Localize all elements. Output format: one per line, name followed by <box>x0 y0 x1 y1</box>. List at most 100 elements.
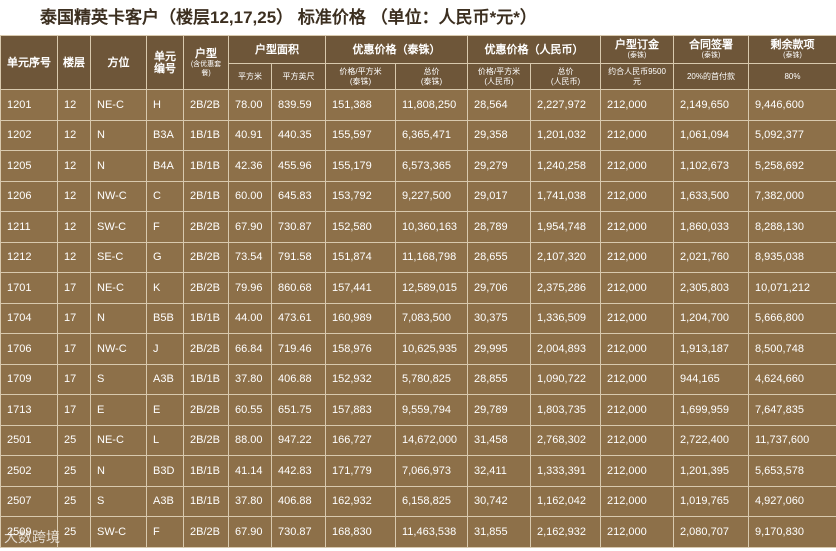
table-cell: 6,365,471 <box>395 119 468 151</box>
table-cell: 2502 <box>0 455 58 487</box>
table-cell: 2,021,760 <box>673 241 749 273</box>
table-cell: 158,976 <box>325 333 396 365</box>
table-cell: 2,305,803 <box>673 272 749 304</box>
table-cell: 17 <box>57 272 91 304</box>
table-cell: 7,382,000 <box>748 180 836 212</box>
table-cell: 944,165 <box>673 363 749 395</box>
sub-header: 80% <box>748 63 836 90</box>
table-cell: S <box>90 485 147 517</box>
table-row: 1202 12 N B3A 1B/1B 40.91 440.35 155,597 6,365,4… <box>0 119 836 151</box>
table-cell: J <box>146 333 184 365</box>
table-cell: 645.83 <box>271 180 326 212</box>
table-cell: 730.87 <box>271 211 326 243</box>
table-cell: 30,375 <box>467 302 531 334</box>
table-cell: B4A <box>146 150 184 182</box>
table-cell: NE-C <box>90 424 147 456</box>
table-cell: 9,170,830 <box>748 516 836 548</box>
header-label: 剩余款项 <box>770 39 815 51</box>
table-cell: 455.96 <box>271 150 326 182</box>
sub-header: 约合人民币9500元 <box>600 63 674 90</box>
table-cell: 1701 <box>0 272 58 304</box>
table-cell: 2B/2B <box>183 89 229 121</box>
table-cell: 1706 <box>0 333 58 365</box>
table-cell: 212,000 <box>600 89 674 121</box>
table-cell: 29,279 <box>467 150 531 182</box>
table-cell: 2B/2B <box>183 424 229 456</box>
table-cell: 11,737,600 <box>748 424 836 456</box>
table-cell: 28,564 <box>467 89 531 121</box>
table-cell: 6,158,825 <box>395 485 468 517</box>
table-cell: 10,625,935 <box>395 333 468 365</box>
table-cell: 2509 <box>0 516 58 548</box>
table-cell: 1,913,187 <box>673 333 749 365</box>
table-cell: SW-C <box>90 211 147 243</box>
table-cell: 12 <box>57 241 91 273</box>
column-header: 优惠价格（泰铢） <box>325 35 468 64</box>
table-row: 1706 17 NW-C J 2B/2B 66.84 719.46 158,976 10,625… <box>0 333 836 365</box>
table-cell: 12,589,015 <box>395 272 468 304</box>
table-cell: 1212 <box>0 241 58 273</box>
table-cell: 88.00 <box>228 424 272 456</box>
table-cell: 947.22 <box>271 424 326 456</box>
table-row: 1212 12 SE-C G 2B/2B 73.54 791.58 151,874 11,168… <box>0 241 836 273</box>
table-cell: 166,727 <box>325 424 396 456</box>
table-cell: 5,780,825 <box>395 363 468 395</box>
table-cell: 14,672,000 <box>395 424 468 456</box>
table-cell: 155,597 <box>325 119 396 151</box>
table-cell: 1,019,765 <box>673 485 749 517</box>
table-cell: 29,017 <box>467 180 531 212</box>
table-cell: 67.90 <box>228 516 272 548</box>
table-cell: 40.91 <box>228 119 272 151</box>
table-cell: 1206 <box>0 180 58 212</box>
table-cell: 162,932 <box>325 485 396 517</box>
table-cell: 730.87 <box>271 516 326 548</box>
table-cell: 66.84 <box>228 333 272 365</box>
table-cell: 1,204,700 <box>673 302 749 334</box>
table-cell: 5,666,800 <box>748 302 836 334</box>
table-cell: 8,935,038 <box>748 241 836 273</box>
table-cell: 17 <box>57 363 91 395</box>
table-cell: 1,333,391 <box>530 455 601 487</box>
header-note: (泰铢) <box>783 52 802 59</box>
table-cell: 5,092,377 <box>748 119 836 151</box>
table-cell: 2,375,286 <box>530 272 601 304</box>
table-cell: 160,989 <box>325 302 396 334</box>
table-cell: 168,830 <box>325 516 396 548</box>
table-cell: 25 <box>57 424 91 456</box>
table-cell: 25 <box>57 485 91 517</box>
column-header: 方位 <box>90 35 147 90</box>
table-cell: 29,358 <box>467 119 531 151</box>
header-note: (含优惠套餐) <box>190 60 222 77</box>
header-label: 优惠价格（泰铢） <box>352 43 441 56</box>
table-cell: L <box>146 424 184 456</box>
table-cell: 2,149,650 <box>673 89 749 121</box>
table-cell: N <box>90 119 147 151</box>
table-cell: 5,653,578 <box>748 455 836 487</box>
table-cell: 31,855 <box>467 516 531 548</box>
price-table: 单元序号 楼层 方位 单元 编号 户型 (含优惠套餐) 户型面积 优惠价格（泰铢） 优惠价格（人… <box>0 35 836 548</box>
table-cell: 791.58 <box>271 241 326 273</box>
table-cell: 29,789 <box>467 394 531 426</box>
table-cell: 2B/2B <box>183 394 229 426</box>
table-cell: 212,000 <box>600 150 674 182</box>
table-cell: 44.00 <box>228 302 272 334</box>
sub-header: 价格/平方米 (泰铢) <box>325 63 396 90</box>
table-cell: 2507 <box>0 485 58 517</box>
table-cell: 8,288,130 <box>748 211 836 243</box>
table-cell: 2,227,972 <box>530 89 601 121</box>
table-cell: 1B/1B <box>183 119 229 151</box>
table-cell: N <box>90 455 147 487</box>
table-cell: 1709 <box>0 363 58 395</box>
table-cell: 212,000 <box>600 424 674 456</box>
table-cell: B5B <box>146 302 184 334</box>
table-cell: H <box>146 89 184 121</box>
table-cell: 5,258,692 <box>748 150 836 182</box>
table-cell: 1B/1B <box>183 363 229 395</box>
table-cell: 157,441 <box>325 272 396 304</box>
table-row: 1713 17 E E 2B/2B 60.55 651.75 157,883 9,559,794… <box>0 394 836 426</box>
table-cell: A3B <box>146 485 184 517</box>
table-cell: 25 <box>57 516 91 548</box>
table-cell: NE-C <box>90 272 147 304</box>
header-note: (泰铢) <box>701 52 721 59</box>
header-label: 户型面积 <box>255 43 299 56</box>
